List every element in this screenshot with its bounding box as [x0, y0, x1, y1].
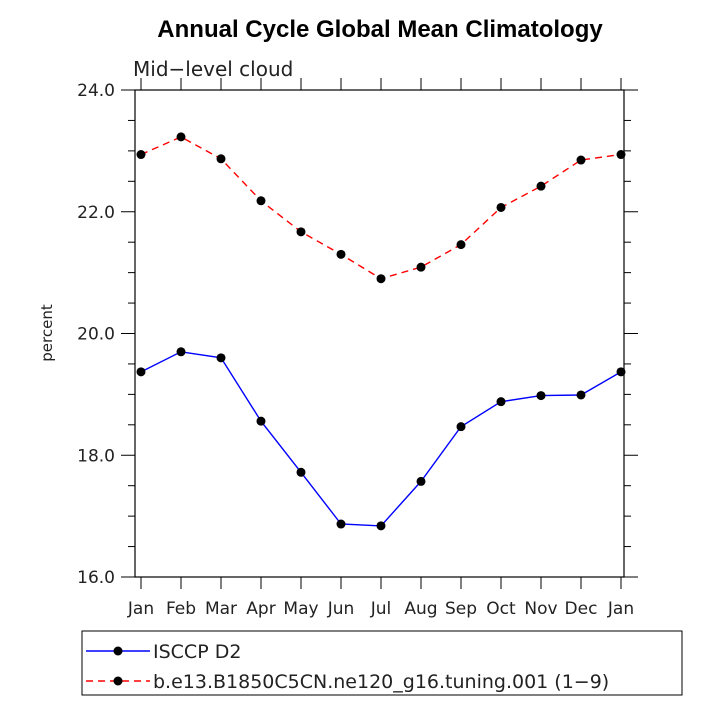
- x-tick-label: Jul: [370, 599, 392, 619]
- series-layer: [136, 132, 626, 531]
- data-point: [256, 416, 266, 426]
- data-point: [496, 202, 506, 212]
- data-point: [176, 132, 186, 142]
- x-tick-label: May: [283, 599, 318, 619]
- legend: ISCCP D2 b.e13.B1850C5CN.ne120_g16.tuning…: [81, 630, 683, 696]
- series-1: [136, 347, 626, 531]
- plot-frame: [134, 89, 625, 578]
- legend-box: [81, 630, 683, 696]
- series-line: [140, 136, 622, 280]
- legend-marker: [113, 646, 123, 656]
- legend-label: b.e13.B1850C5CN.ne120_g16.tuning.001 (1−…: [153, 671, 609, 693]
- series-2: [136, 132, 626, 284]
- data-point: [456, 240, 466, 250]
- data-point: [416, 262, 426, 272]
- chart-title: Annual Cycle Global Mean Climatology: [157, 16, 603, 43]
- x-tick-label: Jan: [127, 599, 154, 619]
- data-point: [216, 154, 226, 164]
- data-point: [256, 196, 266, 206]
- x-tick-label: Mar: [205, 599, 237, 619]
- x-tick-label: Dec: [565, 599, 598, 619]
- y-axis-ticks: 16.0 18.0 20.0 22.0 24.0: [77, 81, 638, 588]
- y-tick-label: 20.0: [77, 325, 115, 345]
- x-tick-label: Jun: [327, 599, 355, 619]
- data-point: [136, 367, 146, 377]
- x-tick-label: Apr: [246, 599, 275, 619]
- y-tick-label: 22.0: [77, 203, 115, 223]
- y-tick-label: 18.0: [77, 446, 115, 466]
- data-point: [616, 367, 626, 377]
- data-point: [536, 181, 546, 191]
- data-point: [496, 397, 506, 407]
- x-tick-label: Jan: [607, 599, 634, 619]
- data-point: [336, 249, 346, 259]
- data-point: [376, 521, 386, 531]
- data-point: [536, 391, 546, 401]
- chart-subtitle: Mid−level cloud: [133, 57, 293, 81]
- x-axis-ticks: Jan Feb Mar Apr May Jun Jul Aug Sep Oct Nov Dec Jan: [127, 78, 634, 619]
- x-tick-label: Aug: [404, 599, 437, 619]
- data-point: [336, 519, 346, 529]
- x-tick-label: Sep: [445, 599, 477, 619]
- data-point: [576, 155, 586, 165]
- data-point: [376, 274, 386, 284]
- data-point: [216, 353, 226, 363]
- y-tick-label: 16.0: [77, 568, 115, 588]
- legend-marker: [113, 676, 123, 686]
- legend-label: ISCCP D2: [153, 641, 241, 663]
- x-tick-label: Nov: [524, 599, 557, 619]
- data-point: [616, 150, 626, 160]
- x-tick-label: Oct: [486, 599, 516, 619]
- data-point: [456, 422, 466, 432]
- series-line: [140, 351, 622, 527]
- data-point: [136, 150, 146, 160]
- data-point: [176, 347, 186, 357]
- y-tick-label: 24.0: [77, 81, 115, 101]
- data-point: [576, 390, 586, 400]
- y-axis-label: percent: [38, 304, 56, 362]
- data-point: [416, 476, 426, 486]
- x-tick-label: Feb: [166, 599, 196, 619]
- data-point: [296, 227, 306, 237]
- data-point: [296, 467, 306, 477]
